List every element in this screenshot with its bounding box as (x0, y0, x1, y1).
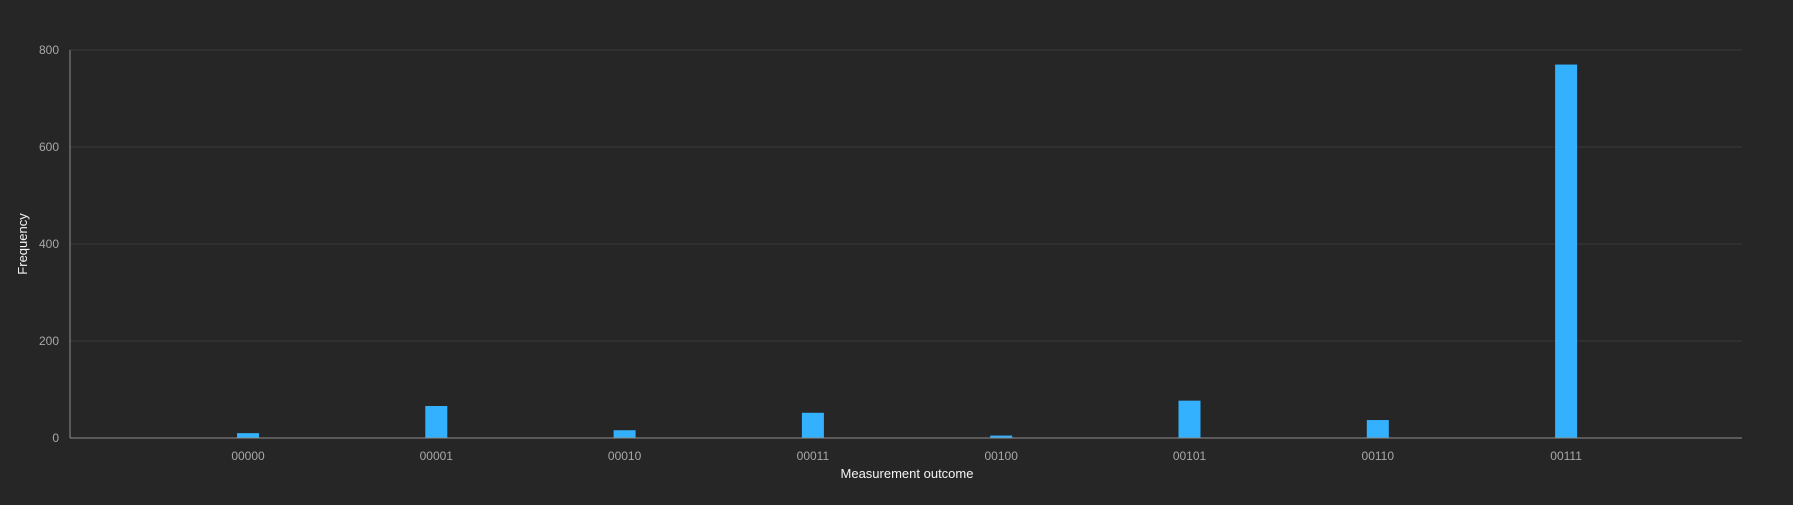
x-tick-label: 00010 (608, 449, 642, 463)
bar-00111 (1555, 64, 1578, 439)
y-tick-label: 0 (52, 431, 59, 445)
bar-00000 (237, 433, 259, 438)
bar-00011 (801, 412, 824, 438)
y-tick-label: 800 (39, 43, 59, 57)
bar-00010 (613, 430, 636, 438)
axes (69, 50, 1742, 439)
x-axis-title: Measurement outcome (841, 466, 974, 481)
y-axis-title: Frequency (15, 213, 30, 275)
bar-00101 (1178, 400, 1201, 438)
x-tick-label: 00101 (1173, 449, 1207, 463)
gridlines (70, 49, 1742, 342)
x-tick-labels: 00000 00001 00010 00011 00100 00101 00110 00111 (231, 449, 1582, 463)
x-tick-label: 00110 (1362, 449, 1395, 463)
x-tick-label: 00100 (985, 449, 1019, 463)
x-tick-label: 00111 (1550, 449, 1582, 463)
bar-00110 (1366, 420, 1389, 438)
x-tick-label: 00001 (420, 449, 454, 463)
y-tick-labels: 0 200 400 600 800 (39, 43, 59, 445)
y-tick-label: 400 (39, 237, 59, 251)
x-tick-label: 00000 (231, 449, 265, 463)
x-tick-label: 00011 (797, 449, 830, 463)
bar-00100 (990, 435, 1013, 438)
bars (237, 64, 1578, 439)
y-tick-label: 200 (39, 334, 59, 348)
y-tick-label: 600 (39, 140, 59, 154)
bar-00001 (425, 405, 448, 438)
